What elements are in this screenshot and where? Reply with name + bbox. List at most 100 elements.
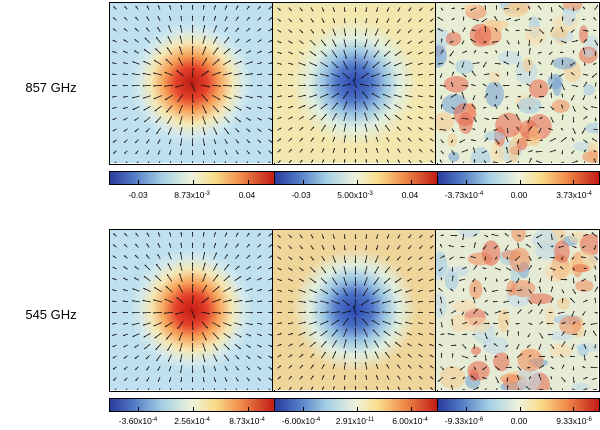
vector-arrow-head [290, 20, 292, 22]
vector-arrow-head [561, 152, 564, 155]
vector-arrow-head [153, 312, 155, 314]
vector-arrow-head [560, 266, 562, 269]
vector-arrow-head [334, 124, 336, 127]
vector-arrow-head [397, 9, 400, 12]
vector-arrow-head [303, 64, 306, 66]
vector-arrow-head [142, 323, 145, 326]
vector-arrow-head [229, 299, 232, 302]
vector-arrow-head [430, 387, 433, 390]
vector-arrow-head [559, 74, 561, 77]
vector-arrow-head [502, 84, 505, 87]
vector-arrow-head [227, 347, 230, 350]
vector-arrow-head [364, 34, 367, 36]
vector-arrow-head [124, 233, 127, 235]
vector-arrow-head [237, 368, 239, 371]
vector-arrow-head [113, 233, 116, 236]
vector-arrow-head [315, 94, 318, 97]
noise-patch [579, 233, 598, 256]
noise-patch [549, 27, 569, 39]
vector-arrow-head [354, 135, 357, 137]
vector-arrow-head [466, 149, 468, 152]
vector-arrow-head [248, 118, 251, 121]
vector-arrow-head [585, 116, 588, 119]
vector-arrow-head [301, 354, 304, 356]
vector-arrow-head [179, 349, 182, 352]
noise-patch [439, 365, 466, 389]
vector-arrow-head [112, 278, 115, 280]
vector-arrow-head [311, 148, 314, 151]
vector-arrow-head [270, 17, 272, 20]
vector-arrow [213, 161, 216, 163]
vector-arrow-head [429, 63, 431, 65]
vector-arrow-head [440, 352, 443, 355]
vector-arrow-head [551, 120, 554, 123]
noise-patch [458, 112, 473, 135]
noise-patch [462, 316, 491, 333]
vector-arrow-head [453, 377, 456, 379]
vector-arrow-head [549, 52, 551, 55]
vector-arrow-head [166, 110, 168, 113]
vector-arrow-head [289, 387, 292, 389]
vector-arrow-head [270, 39, 273, 42]
vector-arrow-head [191, 144, 194, 146]
vector-arrow-head [134, 39, 137, 41]
vector-arrow-head [375, 136, 378, 139]
vector-arrow-head [418, 333, 420, 335]
vector-arrow-head [560, 235, 563, 238]
vector-arrow-head [248, 141, 250, 143]
vector-arrow-head [582, 6, 585, 9]
vector-arrow-head [471, 104, 474, 107]
vector-arrow-head [291, 332, 293, 335]
vector-arrow-head [179, 252, 182, 254]
vector-arrow-head [573, 321, 576, 324]
vector-arrow-head [229, 97, 232, 100]
vector-arrow-head [239, 288, 242, 290]
vector-arrow-head [517, 42, 520, 45]
vector-arrow-head [418, 116, 421, 119]
vector-arrow-head [290, 354, 293, 357]
vector-arrow-head [472, 333, 475, 336]
vector-arrow-head [465, 50, 467, 53]
colorbar-tick [357, 407, 358, 411]
vector-arrow-head [538, 268, 541, 270]
vector-arrow-head [505, 147, 508, 149]
vector-arrow-head [543, 355, 546, 358]
vector-arrow-head [365, 147, 367, 150]
vector-arrow-head [538, 17, 541, 20]
vector-arrow-head [590, 323, 593, 326]
vector-arrow-head [363, 101, 366, 104]
vector-arrow-head [312, 353, 315, 356]
vector-arrow-head [164, 85, 166, 87]
vector-arrow [114, 161, 117, 163]
vector-arrow-head [524, 29, 527, 31]
vector-arrow-head [251, 311, 253, 314]
colorbar-857-noise [437, 171, 600, 185]
vector-arrow-head [505, 320, 508, 322]
noise-patch [511, 230, 527, 243]
vector-arrow-head [475, 355, 478, 358]
vector-arrow-head [530, 265, 532, 267]
vector-arrow-head [146, 16, 149, 19]
vector-arrow-head [596, 5, 598, 7]
vector-arrow-head [142, 311, 145, 314]
vector-arrow-head [514, 19, 517, 22]
vector-arrow-head [122, 311, 125, 314]
vector-arrow-head [506, 385, 509, 387]
vector-arrow-head [354, 79, 356, 81]
vector-arrow-head [538, 373, 541, 376]
tick-label: -0.03 [128, 190, 148, 200]
vector-arrow-head [325, 54, 327, 57]
vector-arrow-head [540, 117, 543, 119]
noise-patch [470, 346, 482, 355]
vector-arrow-head [393, 311, 396, 314]
vector-arrow-head [496, 332, 498, 335]
vector-arrow-head [393, 321, 396, 324]
vector-arrow-head [206, 326, 208, 329]
vector-arrow-head [386, 31, 389, 34]
vector-arrow-head [217, 59, 220, 61]
vector-arrow-head [191, 5, 194, 7]
vector-arrow-head [203, 153, 205, 156]
vector-arrow-head [454, 310, 457, 313]
vector-arrow-head [259, 129, 262, 132]
vector-arrow-head [558, 5, 561, 8]
